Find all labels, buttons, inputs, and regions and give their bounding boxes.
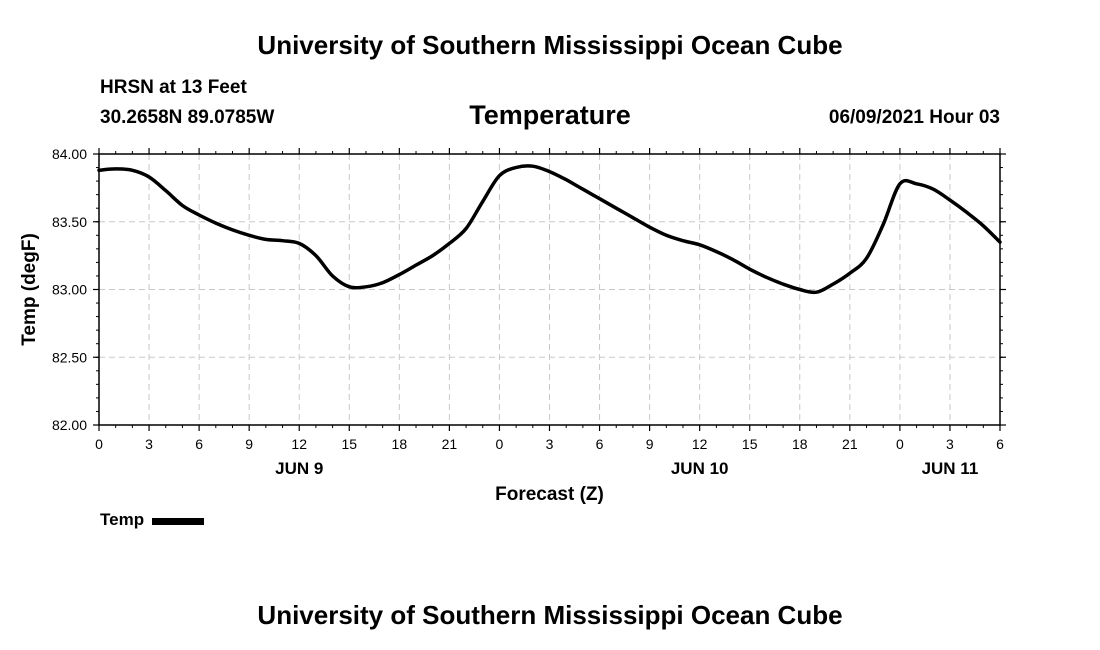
x-tick-label: 12 — [291, 436, 307, 452]
legend-label: Temp — [100, 510, 145, 529]
x-tick-label: 6 — [596, 436, 604, 452]
y-tick-label: 83.50 — [52, 214, 87, 230]
day-label: JUN 11 — [922, 459, 979, 478]
y-tick-label: 83.00 — [52, 282, 87, 298]
x-tick-label: 3 — [145, 436, 153, 452]
legend-swatch — [152, 517, 205, 525]
coordinates-label: 30.2658N 89.0785W — [100, 107, 275, 128]
y-axis-label: Temp (degF) — [19, 233, 40, 346]
x-axis-label: Forecast (Z) — [495, 484, 604, 505]
day-label: JUN 9 — [275, 459, 323, 478]
x-tick-label: 21 — [442, 436, 458, 452]
x-axis: 0 3 6 9 12 15 18 21 0 3 6 9 12 15 18 21 0 3 6 — [95, 148, 1004, 452]
x-tick-label: 6 — [996, 436, 1004, 452]
y-tick-label: 84.00 — [52, 146, 87, 162]
x-tick-label: 18 — [792, 436, 808, 452]
station-label: HRSN at 13 Feet — [100, 77, 247, 98]
x-tick-label: 6 — [195, 436, 203, 452]
x-tick-label: 9 — [646, 436, 654, 452]
temp-series-line — [97, 164, 1002, 295]
x-tick-label: 9 — [245, 436, 253, 452]
page-title-bottom: University of Southern Mississippi Ocean… — [257, 600, 843, 630]
x-tick-label: 15 — [341, 436, 357, 452]
x-tick-label: 0 — [896, 436, 904, 452]
datetime-label: 06/09/2021 Hour 03 — [828, 107, 1000, 128]
x-tick-label: 3 — [946, 436, 954, 452]
day-label: JUN 10 — [671, 459, 729, 478]
x-tick-label: 0 — [95, 436, 103, 452]
chart-title: Temperature — [469, 100, 631, 130]
legend: Temp — [100, 510, 205, 530]
grid — [99, 154, 1000, 425]
y-tick-label: 82.50 — [52, 349, 87, 365]
x-tick-label: 0 — [496, 436, 504, 452]
day-labels: JUN 9 JUN 10 JUN 11 — [275, 459, 978, 478]
x-tick-label: 3 — [546, 436, 554, 452]
x-tick-label: 21 — [842, 436, 858, 452]
y-tick-label: 82.00 — [52, 417, 87, 433]
page-title-top: University of Southern Mississippi Ocean… — [257, 30, 843, 60]
x-tick-label: 18 — [392, 436, 408, 452]
temperature-chart: 82.00 82.50 83.00 83.50 84.00 0 3 6 9 12 15 18 21 0 3… — [19, 146, 1006, 505]
y-axis: 82.00 82.50 83.00 83.50 84.00 — [52, 146, 1006, 433]
x-tick-label: 12 — [692, 436, 708, 452]
x-tick-label: 15 — [742, 436, 758, 452]
